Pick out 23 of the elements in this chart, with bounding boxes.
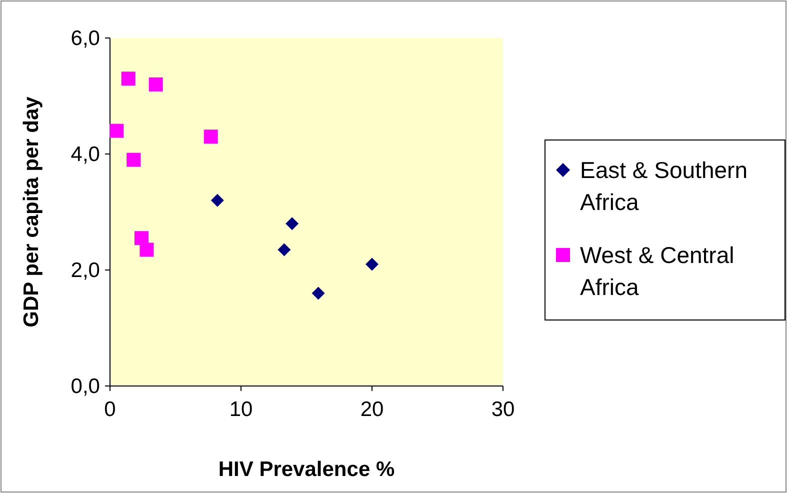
y-tick-label: 6,0: [70, 27, 100, 50]
point: [110, 124, 124, 138]
point: [278, 243, 291, 256]
legend-label: East & Southern Africa: [580, 157, 748, 215]
x-axis-title: HIV Prevalence %: [218, 458, 395, 481]
point: [140, 242, 154, 257]
x-tick-label: 30: [491, 398, 515, 421]
point: [121, 72, 136, 86]
point: [366, 258, 378, 271]
y-axis-title: GDP per capita per day: [20, 96, 43, 328]
point: [204, 130, 218, 144]
x-tick-label: 20: [360, 398, 384, 421]
y-tick-label: 0,0: [70, 375, 100, 398]
point: [126, 152, 141, 167]
x-tick-label: 0: [104, 398, 116, 421]
point: [148, 77, 163, 92]
x-tick-label: 10: [229, 398, 253, 421]
y-tick-label: 2,0: [70, 259, 100, 282]
point: [312, 286, 325, 300]
point: [286, 217, 299, 230]
legend-label: West & Central Africa: [580, 242, 734, 300]
y-tick-label: 4,0: [70, 143, 100, 166]
point: [210, 194, 224, 207]
